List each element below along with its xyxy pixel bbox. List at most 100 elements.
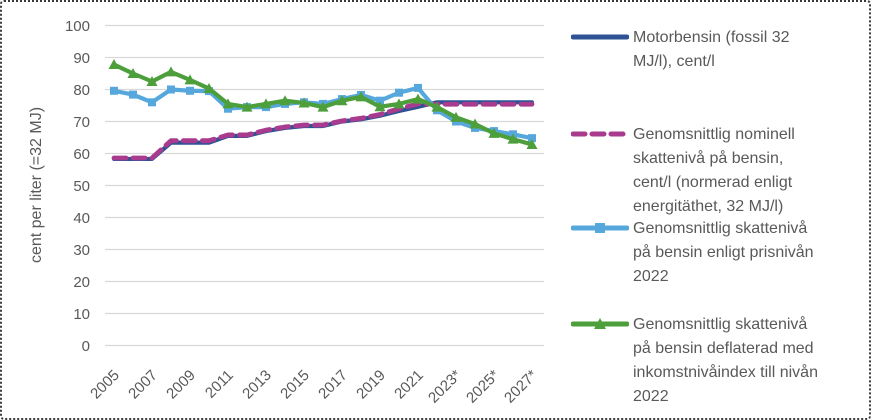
legend-label: Genomsnittlig skattenivå på bensin defla…: [633, 313, 851, 409]
legend-text-line: skattenivå på bensin,: [633, 150, 784, 167]
legend-text-line: Genomsnittlig skattenivå: [633, 220, 808, 237]
series-2-square-marker: [167, 85, 175, 94]
legend-key-square-marker-line: [571, 223, 629, 233]
legend-text-line: på bensin enligt prisnivån: [633, 244, 814, 261]
series-2-square-marker: [528, 134, 536, 143]
series-3-triangle-marker: [507, 133, 519, 144]
y-tick-label: 10: [73, 306, 90, 323]
legend-text-line: 2022: [633, 268, 669, 285]
series-3-triangle-marker: [336, 95, 348, 106]
series-2-square-marker: [186, 86, 194, 95]
legend-text-line: Motorbensin (fossil 32: [633, 29, 790, 46]
legend-label: Genomsnittlig skattenivå på bensin enlig…: [633, 217, 851, 289]
x-tick-label: 2011: [202, 367, 237, 402]
y-tick-label: 100: [65, 18, 90, 35]
series-3-triangle-marker: [184, 74, 196, 85]
y-tick-label: 20: [73, 274, 90, 291]
legend-text-line: 2022: [633, 388, 669, 405]
series-3-triangle-marker: [412, 93, 424, 104]
x-tick-label: 2023*: [425, 367, 465, 407]
series-3-triangle-marker: [526, 139, 538, 150]
series-3-triangle-marker: [488, 127, 500, 138]
x-tick-label: 2007: [125, 367, 161, 403]
y-tick-labels: 0 10 20 30 40 50 60 70 80 90 100: [65, 18, 90, 355]
x-tick-label-group: 2027*: [501, 367, 541, 407]
x-tick-label: 2019: [353, 367, 389, 403]
x-tick-label-group: 2017: [315, 367, 351, 403]
x-tick-label-group: 2009: [163, 367, 199, 403]
series-2-square-marker: [395, 88, 403, 97]
series-2-square-marker: [129, 90, 137, 99]
y-tick-label: 60: [73, 146, 90, 163]
legend-label: Genomsnittlig nominell skattenivå på ben…: [633, 123, 851, 219]
series-2-square-marker: [414, 83, 422, 92]
series-3-triangle-marker: [260, 98, 272, 109]
series-2-square-marker: [224, 104, 232, 113]
series-3-triangle-marker: [165, 66, 177, 77]
series-line-1: [111, 101, 535, 161]
series-3-triangle-marker: [241, 101, 253, 112]
y-tick-label: 80: [73, 82, 90, 99]
x-tick-label: 2027*: [501, 367, 541, 407]
legend-item-motorbensin: Motorbensin (fossil 32 MJ/l), cent/l: [571, 26, 861, 74]
x-tick-label-group: 2005: [87, 367, 123, 403]
series-3-triangle-marker: [355, 91, 367, 102]
series-2-square-marker: [148, 98, 156, 107]
series-3-triangle-marker: [108, 59, 120, 70]
y-tick-label: 40: [73, 210, 90, 227]
x-tick-label: 2017: [315, 367, 351, 403]
x-tick-label-group: 2019: [353, 367, 389, 403]
x-tick-label: 2009: [163, 367, 199, 403]
series-line-2: [111, 85, 535, 141]
legend-text-line: Genomsnittlig nominell: [633, 126, 795, 143]
y-tick-label: 50: [73, 178, 90, 195]
x-tick-label: 2025*: [463, 367, 503, 407]
y-tick-label: 70: [73, 114, 90, 131]
x-tick-label-group: 2021: [391, 367, 427, 403]
legend-text-line: Genomsnittlig skattenivå: [633, 316, 808, 333]
series-3-triangle-marker: [127, 68, 139, 78]
legend-label: Motorbensin (fossil 32 MJ/l), cent/l: [633, 26, 851, 74]
legend-key-solid-line: [571, 34, 629, 40]
series-3-triangle-marker: [298, 97, 310, 108]
x-tick-label-group: 2015: [277, 367, 313, 403]
x-tick-label-group: 2011: [202, 367, 237, 402]
series-3-triangle-marker: [374, 101, 386, 112]
x-tick-label: 2015: [277, 367, 313, 403]
legend-text-line: cent/l (normerad enligt: [633, 174, 793, 191]
legend-key-dashed-line: [571, 131, 629, 137]
x-tick-label-group: 2025*: [463, 367, 503, 407]
x-tick-label: 2013: [239, 367, 275, 403]
legend-text-line: inkomstnivåindex till nivån: [633, 364, 818, 381]
x-tick-label-group: 2023*: [425, 367, 465, 407]
gridlines: [105, 24, 544, 347]
x-tick-label-group: 2013: [239, 367, 275, 403]
chart-legend: Motorbensin (fossil 32 MJ/l), cent/l Gen…: [571, 2, 867, 418]
legend-text-line: MJ/l), cent/l: [633, 53, 715, 70]
series-3-triangle-marker: [317, 101, 329, 112]
legend-item-skatteniva-deflaterad: Genomsnittlig skattenivå på bensin defla…: [571, 313, 861, 409]
legend-text-line: på bensin deflaterad med: [633, 340, 814, 357]
legend-key-triangle-marker-line: [571, 318, 629, 329]
y-tick-label: 0: [82, 338, 90, 355]
series-3-triangle-marker: [469, 118, 481, 129]
x-tick-labels: 2005 2007 2009 2011 2013 2015 2017 2019 20212023…: [87, 367, 541, 407]
legend-text-line: energitäthet, 32 MJ/l): [633, 198, 784, 215]
legend-item-nominell-skatteniva: Genomsnittlig nominell skattenivå på ben…: [571, 123, 861, 219]
x-tick-label-group: 2007: [125, 367, 161, 403]
series-3-triangle-marker: [450, 111, 462, 122]
y-tick-label: 90: [73, 50, 90, 67]
series-3-triangle-marker: [222, 98, 234, 109]
series-3-triangle-marker: [203, 83, 215, 94]
y-tick-label: 30: [73, 242, 90, 259]
series-3-triangle-marker: [279, 95, 291, 106]
legend-item-skatteniva-prisniva-2022: Genomsnittlig skattenivå på bensin enlig…: [571, 217, 861, 289]
y-axis-title: cent per liter (=32 MJ): [28, 107, 45, 263]
x-tick-label: 2021: [391, 367, 427, 403]
series-3-triangle-marker: [393, 98, 405, 109]
series-lines: [108, 59, 538, 162]
series-2-square-marker: [376, 96, 384, 105]
series-2-square-marker: [110, 86, 118, 95]
